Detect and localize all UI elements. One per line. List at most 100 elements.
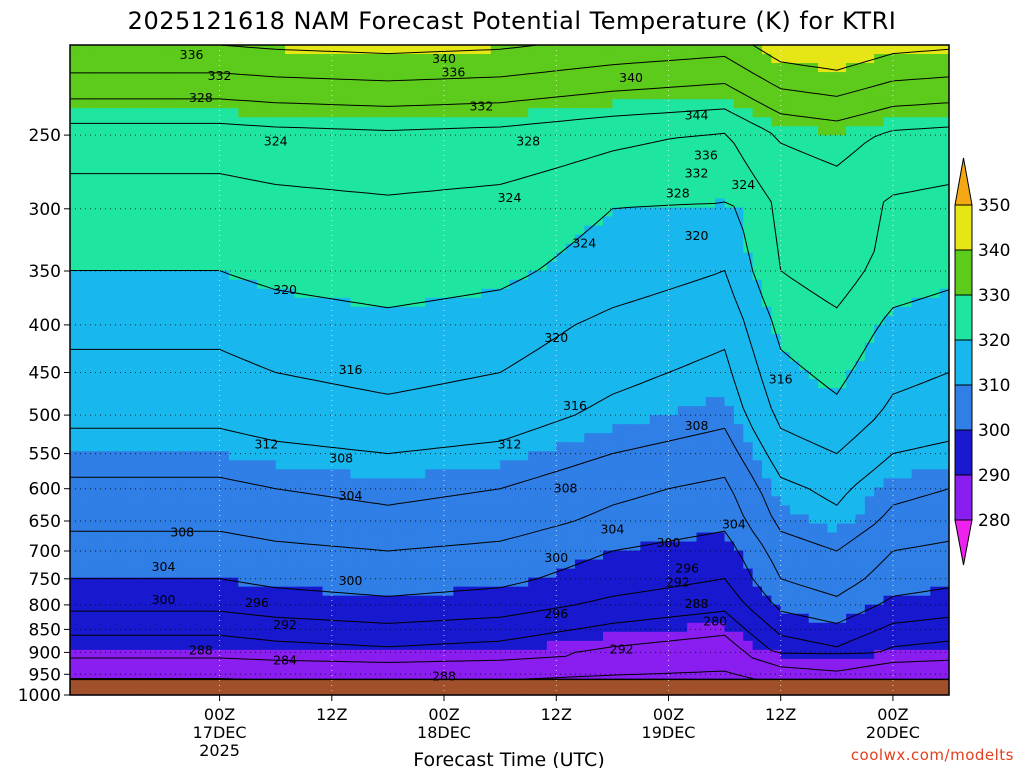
field-cell — [761, 433, 772, 443]
field-cell — [874, 442, 885, 452]
field-cell — [313, 63, 324, 73]
field-cell — [733, 162, 744, 172]
field-cell — [70, 451, 80, 461]
field-cell — [266, 505, 277, 516]
field-cell — [855, 252, 866, 263]
field-cell — [827, 207, 838, 218]
field-cell — [453, 162, 464, 172]
field-cell — [836, 469, 847, 479]
field-cell — [406, 126, 417, 136]
field-cell — [294, 171, 305, 182]
field-cell — [790, 388, 800, 398]
field-cell — [98, 126, 108, 136]
field-cell — [733, 496, 744, 507]
field-cell — [892, 433, 903, 443]
field-cell — [799, 54, 810, 64]
field-cell — [500, 108, 511, 118]
field-cell — [883, 469, 894, 479]
field-cell — [444, 90, 454, 100]
field-cell — [415, 108, 426, 118]
field-cell — [537, 333, 548, 344]
field-cell — [799, 270, 810, 281]
field-cell — [359, 487, 370, 497]
field-cell — [88, 144, 99, 154]
field-cell — [191, 90, 202, 100]
field-cell — [827, 189, 838, 200]
field-cell — [191, 523, 202, 534]
field-cell — [799, 370, 810, 380]
field-cell — [612, 189, 623, 200]
field-cell — [490, 424, 501, 434]
field-cell — [733, 99, 744, 109]
field-cell — [397, 261, 408, 272]
field-cell — [98, 451, 108, 461]
field-cell — [387, 45, 398, 55]
field-cell — [911, 153, 922, 163]
field-cell — [126, 171, 137, 182]
field-cell — [126, 117, 137, 127]
field-cell — [397, 514, 408, 525]
field-cell — [247, 324, 258, 335]
field-cell — [172, 144, 183, 154]
field-cell — [864, 117, 875, 127]
field-cell — [481, 406, 492, 416]
field-cell — [593, 81, 604, 91]
field-cell — [752, 478, 763, 488]
field-cell — [546, 496, 557, 507]
field-cell — [350, 207, 361, 218]
field-cell — [425, 153, 436, 163]
field-cell — [556, 288, 567, 299]
field-cell — [593, 45, 604, 55]
field-cell — [621, 63, 632, 73]
field-cell — [743, 90, 754, 100]
field-cell — [920, 189, 931, 200]
field-cell — [285, 324, 296, 335]
field-cell — [668, 460, 679, 470]
field-cell — [472, 90, 483, 100]
field-cell — [387, 460, 398, 470]
field-cell — [210, 424, 221, 434]
field-cell — [574, 135, 585, 145]
field-cell — [687, 189, 698, 200]
field-cell — [649, 496, 660, 507]
field-cell — [425, 90, 436, 100]
field-cell — [481, 171, 492, 182]
field-cell — [369, 288, 380, 299]
field-cell — [70, 189, 80, 200]
field-cell — [200, 442, 211, 452]
field-cell — [70, 72, 80, 82]
field-cell — [649, 63, 660, 73]
field-cell — [135, 279, 146, 290]
field-cell — [771, 207, 782, 218]
field-cell — [761, 171, 772, 182]
field-cell — [135, 505, 146, 516]
field-cell — [836, 225, 847, 236]
field-cell — [640, 370, 651, 380]
field-cell — [743, 126, 754, 136]
field-cell — [846, 415, 857, 425]
field-cell — [266, 162, 277, 172]
field-cell — [238, 171, 249, 182]
field-cell — [827, 270, 838, 281]
field-cell — [827, 424, 838, 434]
field-cell — [920, 162, 931, 172]
field-cell — [98, 487, 108, 497]
field-cell — [322, 478, 333, 488]
field-cell — [285, 243, 296, 254]
field-cell — [182, 252, 193, 263]
field-cell — [228, 360, 239, 371]
field-cell — [743, 279, 754, 290]
field-cell — [303, 487, 314, 497]
field-cell — [444, 234, 454, 245]
field-cell — [313, 351, 324, 362]
field-cell — [88, 451, 99, 461]
field-cell — [490, 198, 501, 209]
field-cell — [761, 234, 772, 245]
field-cell — [724, 117, 735, 127]
field-cell — [668, 63, 679, 73]
field-cell — [322, 171, 333, 182]
field-cell — [799, 135, 810, 145]
field-cell — [434, 360, 445, 371]
field-cell — [182, 469, 193, 479]
field-cell — [696, 415, 707, 425]
